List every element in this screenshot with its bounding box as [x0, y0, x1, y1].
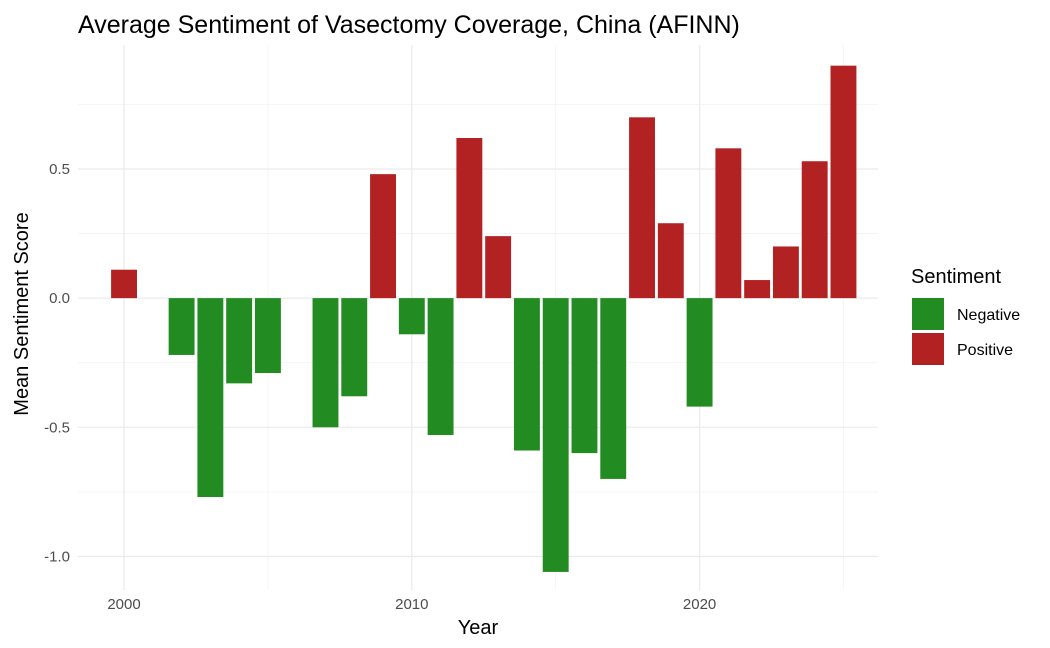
x-tick-label: 2010: [395, 596, 428, 613]
bar-2009-positive: [370, 174, 396, 299]
bar-2015-negative: [542, 298, 569, 572]
y-tick-labels: -1.0 -0.5 0.0 0.5: [44, 161, 70, 565]
bar-2000-positive: [111, 269, 137, 299]
bar-2007-negative: [312, 298, 339, 428]
bar-2010-negative: [398, 298, 425, 335]
bar-2008-negative: [341, 298, 368, 397]
y-tick-label: -0.5: [44, 419, 70, 436]
bar-2024-positive: [801, 161, 828, 299]
bar-2003-negative: [197, 298, 224, 498]
bar-2021-positive: [715, 148, 742, 299]
bar-2014-negative: [513, 298, 540, 451]
x-axis-title: Year: [458, 617, 499, 639]
bar-2002-negative: [168, 298, 195, 355]
legend-key-positive: [912, 333, 944, 365]
bar-2023-positive: [772, 246, 799, 299]
bar-2022-positive: [744, 280, 771, 299]
bar-2004-negative: [226, 298, 253, 384]
bar-2016-negative: [571, 298, 598, 454]
y-tick-label: 0.5: [49, 161, 70, 178]
y-tick-label: 0.0: [49, 290, 70, 307]
legend: Sentiment Negative Positive: [911, 266, 1020, 365]
x-tick-label: 2020: [683, 596, 716, 613]
bar-2013-positive: [485, 236, 512, 299]
y-axis-title: Mean Sentiment Score: [11, 212, 33, 415]
x-tick-label: 2000: [107, 596, 140, 613]
y-tick-label: -1.0: [44, 548, 70, 565]
bar-2012-positive: [456, 137, 483, 299]
bar-2025-positive: [830, 65, 857, 299]
legend-label-negative: Negative: [957, 307, 1020, 324]
x-tick-labels: 2000 2010 2020: [107, 596, 716, 613]
bar-2019-positive: [657, 223, 684, 299]
bar-2020-negative: [686, 298, 713, 407]
bars: [111, 65, 857, 572]
chart-title: Average Sentiment of Vasectomy Coverage,…: [78, 11, 740, 39]
bar-2018-positive: [629, 117, 655, 299]
legend-title: Sentiment: [911, 266, 1001, 288]
legend-key-negative: [912, 298, 944, 330]
bar-2017-negative: [600, 298, 627, 479]
bar-2011-negative: [427, 298, 454, 436]
bar-2005-negative: [254, 298, 281, 374]
legend-label-positive: Positive: [957, 342, 1013, 359]
